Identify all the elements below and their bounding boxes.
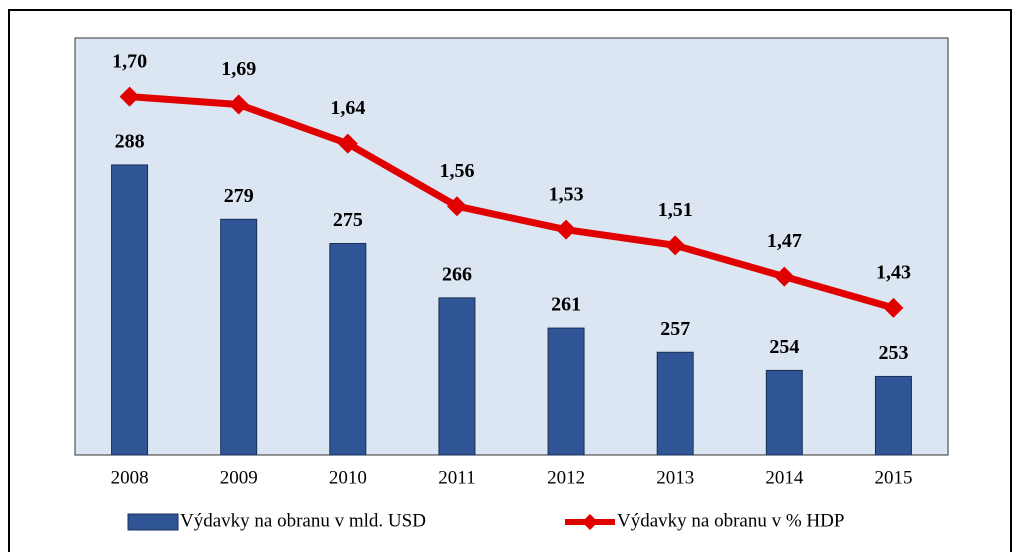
legend-marker bbox=[582, 514, 598, 530]
x-tick-label: 2015 bbox=[874, 467, 912, 488]
data-label: 253 bbox=[878, 342, 908, 364]
bar bbox=[547, 327, 585, 456]
bar bbox=[765, 369, 803, 456]
data-label: 257 bbox=[660, 318, 690, 340]
data-label: 1,64 bbox=[330, 97, 365, 119]
marker bbox=[119, 86, 140, 107]
legend-label: Výdavky na obranu v % HDP bbox=[617, 510, 844, 531]
data-label: 1,43 bbox=[876, 262, 911, 284]
data-label: 1,47 bbox=[767, 230, 802, 252]
bar bbox=[220, 218, 258, 456]
bar bbox=[329, 242, 367, 456]
bar bbox=[111, 164, 149, 456]
data-label: 1,70 bbox=[112, 50, 147, 72]
x-tick-label: 2012 bbox=[547, 467, 585, 488]
data-label: 275 bbox=[333, 209, 363, 231]
marker bbox=[665, 235, 686, 256]
x-tick-label: 2011 bbox=[438, 467, 475, 488]
x-tick-label: 2013 bbox=[656, 467, 694, 488]
marker bbox=[337, 133, 358, 154]
marker bbox=[228, 94, 249, 115]
legend-swatch bbox=[127, 513, 179, 531]
bar bbox=[438, 297, 476, 456]
x-tick-label: 2009 bbox=[220, 467, 258, 488]
data-label: 279 bbox=[224, 185, 254, 207]
legend-label: Výdavky na obranu v mld. USD bbox=[180, 510, 426, 531]
data-label: 1,69 bbox=[221, 58, 256, 80]
marker bbox=[556, 219, 577, 240]
bar bbox=[656, 351, 694, 456]
marker bbox=[883, 297, 904, 318]
line bbox=[129, 93, 895, 312]
data-label: 1,53 bbox=[549, 183, 584, 205]
data-label: 288 bbox=[115, 131, 145, 153]
data-label: 261 bbox=[551, 294, 581, 316]
marker bbox=[774, 266, 795, 287]
x-tick-label: 2010 bbox=[329, 467, 367, 488]
marker bbox=[446, 196, 467, 217]
data-label: 1,56 bbox=[439, 160, 474, 182]
data-label: 1,51 bbox=[658, 199, 693, 221]
x-tick-label: 2014 bbox=[765, 467, 804, 488]
data-label: 266 bbox=[442, 263, 472, 285]
x-tick-label: 2008 bbox=[111, 467, 149, 488]
bar bbox=[874, 375, 912, 456]
data-label: 254 bbox=[769, 336, 799, 358]
